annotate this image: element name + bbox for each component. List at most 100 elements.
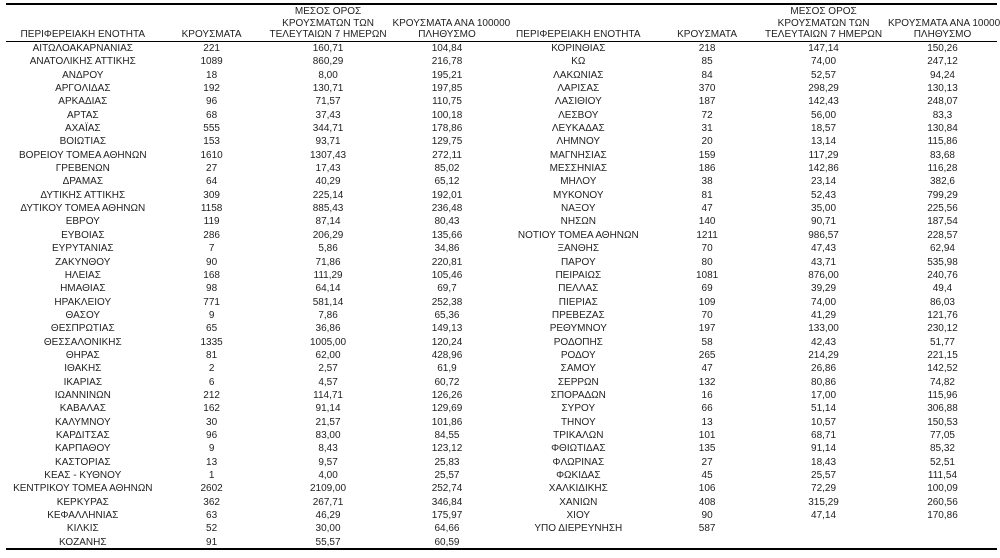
per-100k-value: 77,05: [929, 429, 955, 441]
region-name: ΚΟΡΙΝΘΙΑΣ: [551, 43, 606, 54]
region-name: ΚΑΡΠΑΘΟΥ: [54, 443, 111, 455]
avg-7day-value: 117,29: [808, 149, 839, 161]
per-100k-value: 170,86: [927, 510, 958, 522]
header-row: ΠΕΡΙΦΕΡΕΙΑΚΗ ΕΝΟΤΗΤΑ ΚΡΟΥΣΜΑΤΑ ΜΕΣΟΣ ΟΡΟΣ Κ…: [6, 5, 510, 42]
avg-7day-value: 267,71: [312, 496, 344, 508]
region-name: ΠΙΕΡΙΑΣ: [558, 296, 598, 308]
avg-7day-value: 8,43: [318, 443, 338, 455]
table-row: ΝΑΞΟΥ 47 35,00 225,56: [502, 202, 998, 215]
table-row: ΝΗΣΩΝ 140 90,71 187,54: [502, 215, 998, 228]
per-100k-value: 126,26: [431, 389, 463, 401]
avg-7day-value: 876,00: [808, 269, 839, 281]
cases-value: 1158: [200, 203, 223, 215]
avg-7day-value: 8,00: [318, 69, 338, 81]
avg-7day-value: 298,29: [808, 83, 839, 95]
per-100k-value: 192,01: [431, 189, 463, 201]
column-header-avg7day: ΜΕΣΟΣ ΟΡΟΣ ΚΡΟΥΣΜΑΤΩΝ ΤΩΝ ΤΕΛΕΥΤΑΙΩΝ 7 ΗΜΕ…: [263, 5, 393, 42]
table-row: ΚΕΡΚΥΡΑΣ 362 267,71 346,84: [6, 496, 502, 509]
per-100k-value: 130,84: [927, 123, 958, 135]
cases-value: 192: [203, 83, 220, 95]
avg-7day-value: 80,86: [811, 376, 837, 388]
region-name: ΑΡΓΟΛΙΔΑΣ: [55, 83, 111, 95]
cases-value: 101: [698, 429, 716, 441]
cases-value: 85: [701, 56, 713, 68]
cases-value: 64: [206, 176, 218, 188]
cases-value: 38: [701, 176, 713, 188]
per-100k-value: 149,13: [431, 323, 463, 335]
cases-value: 153: [203, 136, 220, 148]
avg-7day-value: 315,29: [808, 496, 839, 508]
avg-7day-value: 147,14: [808, 43, 839, 54]
cases-value: 135: [698, 443, 716, 455]
region-name: ΛΑΡΙΣΑΣ: [557, 83, 600, 95]
cases-value: 16: [701, 389, 713, 401]
table-body-left: ΑΙΤΩΛΟΑΚΑΡΝΑΝΙΑΣ 221 160,71 104,84 ΑΝΑΤΟΛΙΚΗ…: [6, 42, 502, 550]
table-row: ΜΑΓΝΗΣΙΑΣ 159 117,29 83,68: [502, 149, 998, 162]
avg-7day-value: 46,29: [315, 510, 341, 522]
region-name: ΧΙΟΥ: [566, 510, 591, 522]
table-row: ΙΩΑΝΝΙΝΩΝ 212 114,71 126,26: [6, 389, 502, 402]
per-100k-value: 230,12: [927, 323, 958, 335]
cases-value: 1089: [200, 56, 223, 68]
region-name: ΛΗΜΝΟΥ: [556, 136, 601, 148]
region-name: ΚΙΛΚΙΣ: [66, 523, 99, 535]
avg-7day-value: 9,57: [318, 456, 338, 468]
avg-7day-value: 35,00: [811, 203, 837, 215]
table-row: ΚΟΡΙΝΘΙΑΣ 218 147,14 150,26: [502, 42, 998, 56]
cases-value: 212: [203, 389, 220, 401]
region-name: ΖΑΚΥΝΘΟΥ: [55, 256, 111, 268]
per-100k-value: 228,57: [927, 229, 958, 241]
table-row: ΒΟΙΩΤΙΑΣ 153 93,71 129,75: [6, 135, 502, 148]
per-100k-value: 25,57: [434, 470, 460, 481]
table-row: ΝΟΤΙΟΥ ΤΟΜΕΑ ΑΘΗΝΩΝ 1211 986,57 228,57: [502, 229, 998, 242]
region-name: ΦΘΙΩΤΙΔΑΣ: [551, 443, 606, 455]
region-name: ΙΘΑΚΗΣ: [64, 363, 102, 375]
region-name: ΤΡΙΚΑΛΩΝ: [553, 429, 604, 441]
region-name: ΑΧΑΪΑΣ: [64, 123, 101, 135]
avg-7day-value: 30,00: [315, 523, 341, 535]
column-header-per100k: ΚΡΟΥΣΜΑΤΑ ΑΝΑ 100000 ΠΛΗΘΥΣΜΟ: [887, 5, 1000, 42]
table-row: ΕΒΡΟΥ 119 87,14 80,43: [6, 215, 502, 228]
per-100k-value: 64,66: [434, 523, 460, 535]
avg-7day-value: 47,14: [811, 510, 837, 522]
avg-7day-value: 41,29: [811, 309, 837, 321]
cases-value: 31: [701, 123, 713, 135]
per-100k-value: 306,88: [927, 403, 958, 415]
per-100k-value: 121,76: [927, 309, 958, 321]
avg-7day-value: 56,00: [811, 109, 837, 121]
avg-7day-value: 111,29: [313, 269, 343, 281]
per-100k-value: 104,84: [431, 43, 463, 54]
cases-value: 30: [206, 416, 218, 428]
avg-7day-value: 37,43: [315, 109, 341, 121]
avg-7day-value: 114,71: [313, 389, 343, 401]
cases-value: 132: [698, 376, 716, 388]
table-row: ΑΝΔΡΟΥ 18 8,00 195,21: [6, 69, 502, 82]
header-row: ΠΕΡΙΦΕΡΕΙΑΚΗ ΕΝΟΤΗΤΑ ΚΡΟΥΣΜΑΤΑ ΜΕΣΟΣ ΟΡΟΣ Κ…: [501, 5, 1000, 42]
per-100k-value: 60,59: [434, 536, 460, 548]
region-name: ΠΕΛΛΑΣ: [558, 283, 599, 295]
cases-value: 84: [701, 69, 713, 81]
region-name: ΡΕΘΥΜΝΟΥ: [549, 323, 607, 335]
cases-value: 6: [208, 376, 215, 388]
cases-value: 91: [206, 536, 218, 548]
table-row: ΧΙΟΥ 90 47,14 170,86: [502, 509, 998, 522]
region-name: ΤΗΝΟΥ: [560, 416, 596, 428]
table-row: ΑΙΤΩΛΟΑΚΑΡΝΑΝΙΑΣ 221 160,71 104,84: [6, 42, 502, 56]
cases-value: 70: [701, 309, 713, 321]
avg-7day-value: 71,86: [315, 256, 341, 268]
per-100k-value: 94,24: [929, 69, 955, 81]
region-name: ΚΕΑΣ - ΚΥΘΝΟΥ: [44, 470, 122, 481]
avg-7day-value: 4,57: [318, 376, 338, 388]
table-row: ΠΡΕΒΕΖΑΣ 70 41,29 121,76: [502, 309, 998, 322]
per-100k-value: 74,82: [929, 376, 955, 388]
avg-7day-value: 40,29: [315, 176, 341, 188]
table-row: ΣΠΟΡΑΔΩΝ 16 17,00 115,96: [502, 389, 998, 402]
column-header-region: ΠΕΡΙΦΕΡΕΙΑΚΗ ΕΝΟΤΗΤΑ: [6, 5, 160, 42]
per-100k-value: 150,53: [927, 416, 958, 428]
per-100k-value: 260,56: [927, 496, 958, 508]
table-row: ΣΕΡΡΩΝ 132 80,86 74,82: [502, 376, 998, 389]
column-header-cases: ΚΡΟΥΣΜΑΤΑ: [159, 5, 264, 42]
table-row: ΗΛΕΙΑΣ 168 111,29 105,46: [6, 269, 502, 282]
table-row: ΜΗΛΟΥ 38 23,14 382,6: [502, 175, 998, 188]
